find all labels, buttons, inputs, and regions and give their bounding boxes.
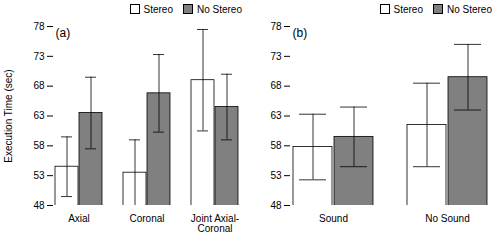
svg-text:(b): (b): [293, 26, 308, 40]
svg-text:Joint Axial-Coronal: Joint Axial-Coronal: [191, 213, 239, 234]
svg-text:Axial: Axial: [68, 213, 90, 224]
svg-text:73: 73: [33, 51, 45, 62]
svg-text:(a): (a): [56, 26, 71, 40]
svg-text:73: 73: [270, 51, 282, 62]
svg-text:58: 58: [33, 140, 45, 151]
svg-text:48: 48: [33, 200, 45, 211]
svg-text:68: 68: [270, 80, 282, 91]
svg-text:Execution Time (sec): Execution Time (sec): [3, 69, 14, 162]
svg-text:78: 78: [33, 21, 45, 32]
svg-text:No Sound: No Sound: [425, 213, 469, 224]
html-text:Stereo: Stereo: [393, 3, 423, 15]
svg-text:53: 53: [270, 170, 282, 181]
svg-text:63: 63: [270, 110, 282, 121]
svg-text:58: 58: [270, 140, 282, 151]
svg-text:Sound: Sound: [319, 213, 348, 224]
svg-text:Coronal: Coronal: [129, 213, 164, 224]
svg-text:53: 53: [33, 170, 45, 181]
svg-text:63: 63: [33, 110, 45, 121]
html-text:Stereo: Stereo: [143, 3, 173, 15]
html-text:No Stereo: No Stereo: [197, 3, 242, 15]
html-text:No Stereo: No Stereo: [447, 3, 492, 15]
svg-text:48: 48: [270, 200, 282, 211]
svg-text:78: 78: [270, 21, 282, 32]
svg-text:68: 68: [33, 80, 45, 91]
